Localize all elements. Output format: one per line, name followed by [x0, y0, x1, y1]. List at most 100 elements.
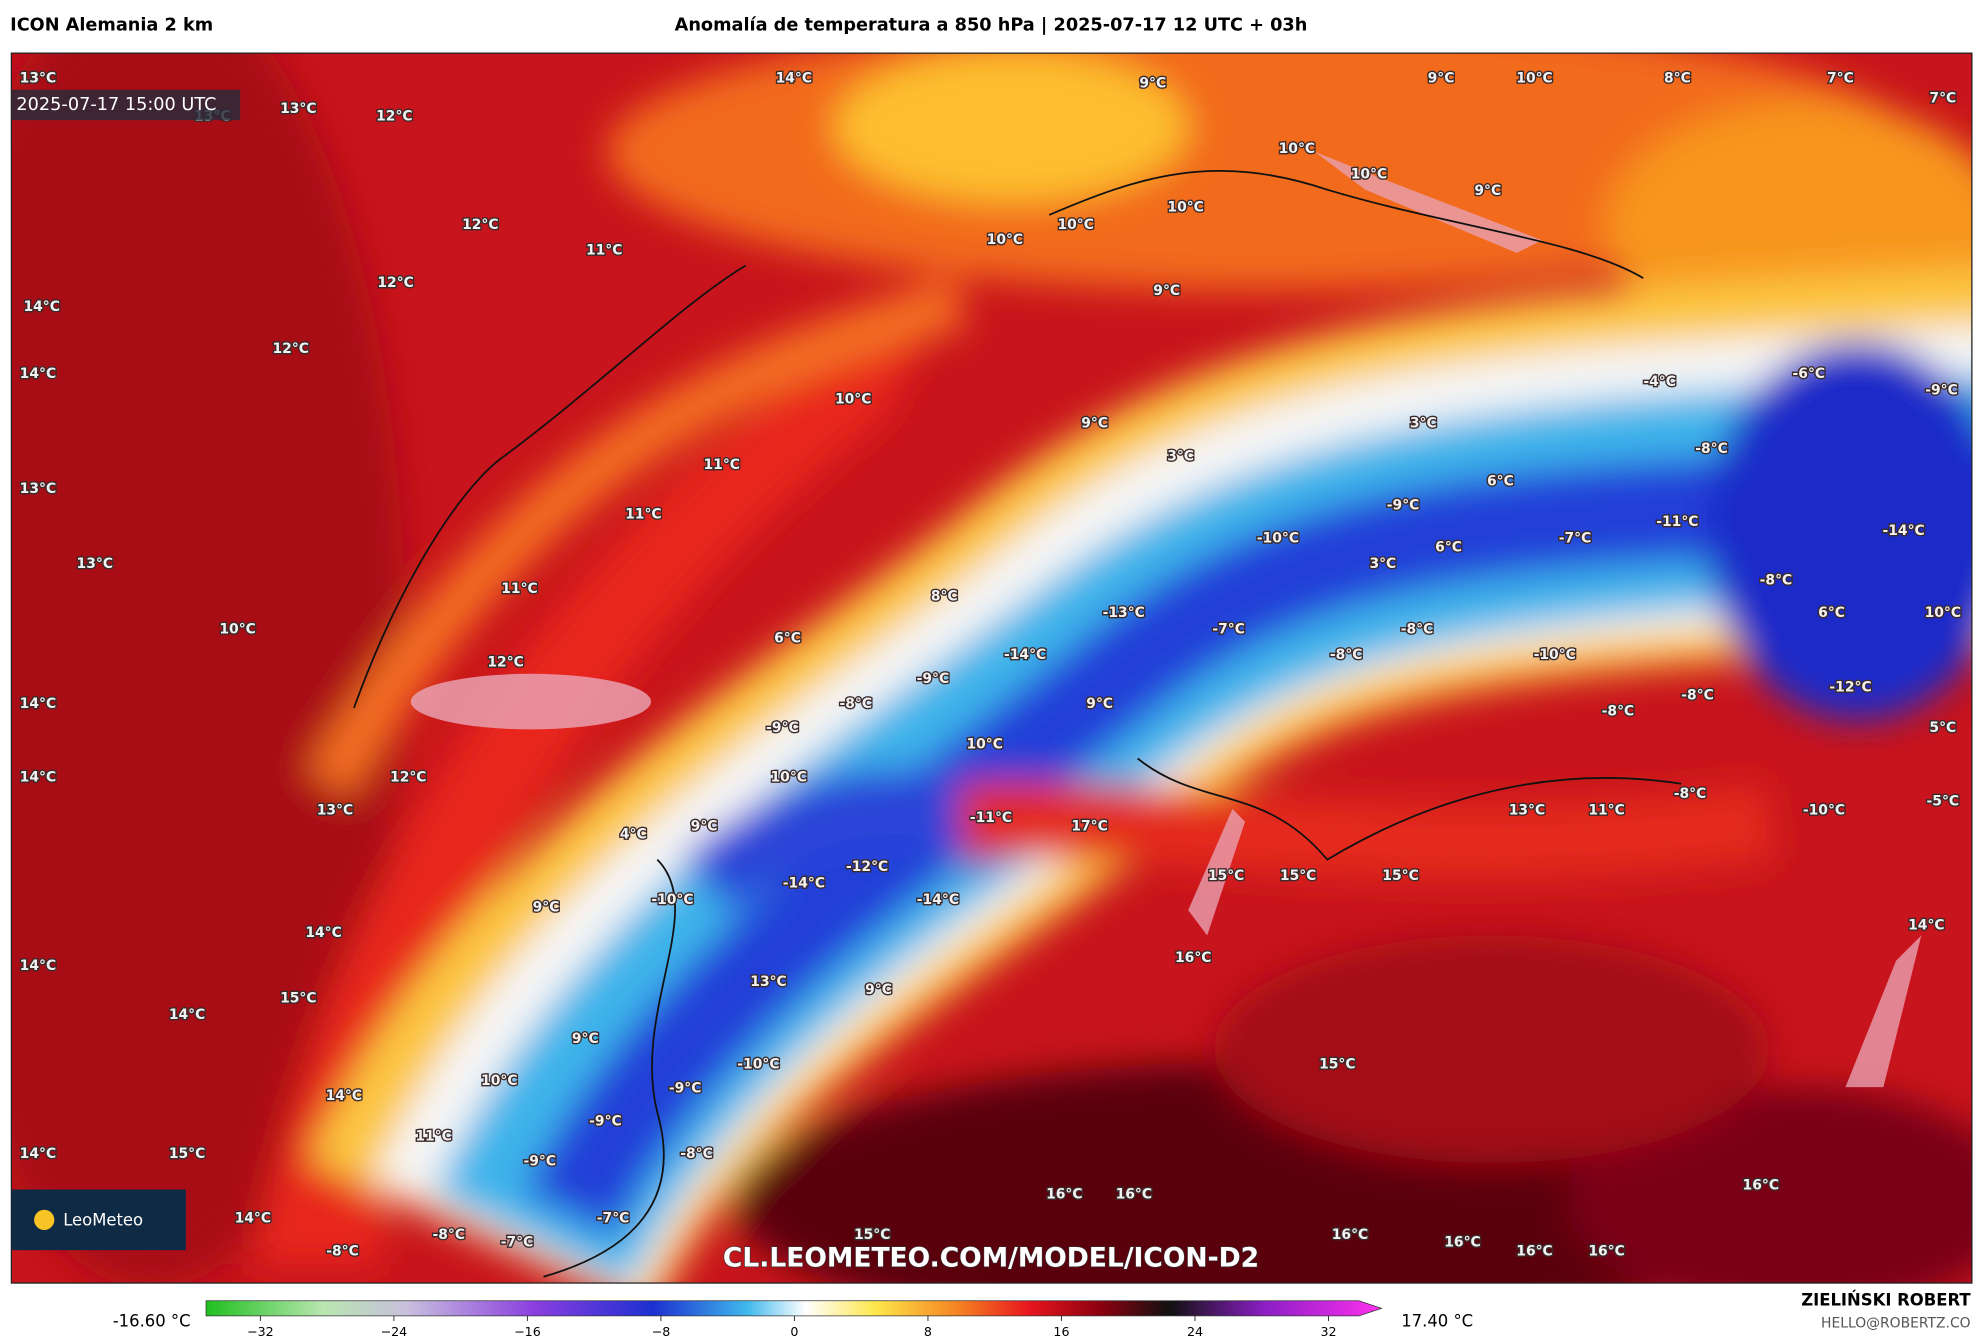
temperature-label: -7°C — [501, 1235, 534, 1251]
temperature-label: 14°C — [776, 70, 812, 86]
temperature-label: -13°C — [1103, 605, 1145, 621]
colorbar-tick-label: −32 — [247, 1324, 274, 1339]
temperature-label: 17°C — [1071, 819, 1107, 835]
colorbar-tick-label: 32 — [1320, 1324, 1336, 1339]
temperature-label: 14°C — [20, 769, 56, 785]
temperature-label: 9°C — [1139, 75, 1166, 91]
temperature-label: 7°C — [1827, 70, 1854, 86]
colorbar-bar — [205, 1300, 1383, 1317]
temperature-label: -9°C — [917, 671, 950, 687]
colorbar-min: -16.60 °C — [113, 1312, 191, 1331]
temperature-label: 15°C — [280, 991, 316, 1007]
temperature-label: 14°C — [235, 1211, 271, 1227]
temperature-label: 9°C — [1474, 183, 1501, 199]
temperature-label: 9°C — [1153, 283, 1180, 299]
temperature-label: 8°C — [931, 589, 958, 605]
temperature-label: 4°C — [620, 826, 647, 842]
temperature-label: -14°C — [1883, 523, 1925, 539]
temperature-label: -8°C — [680, 1146, 713, 1162]
temperature-label: 10°C — [966, 737, 1002, 753]
temperature-label: 14°C — [305, 925, 341, 941]
temperature-label: -14°C — [917, 892, 959, 908]
temperature-label: 10°C — [219, 622, 255, 638]
temperature-label: 12°C — [272, 341, 308, 357]
temperature-label: 10°C — [835, 391, 871, 407]
temperature-label: 11°C — [704, 457, 740, 473]
temperature-label: -8°C — [1602, 704, 1635, 720]
colorbar: -16.60 °C 17.40 °C −32 −24 −16 −8 0 8 16 24 32 — [113, 1300, 1473, 1339]
temperature-label: 12°C — [376, 108, 412, 124]
temperature-label: 5°C — [1929, 720, 1956, 736]
temperature-label: 11°C — [1588, 802, 1624, 818]
temperature-label: 13°C — [1509, 802, 1545, 818]
temperature-label: 16°C — [1175, 950, 1211, 966]
temperature-label: -8°C — [1695, 441, 1728, 457]
timestamp-box — [11, 89, 241, 121]
temperature-label: 8°C — [1664, 70, 1691, 86]
temperature-label: -9°C — [766, 720, 799, 736]
temperature-label: 12°C — [390, 769, 426, 785]
temperature-label: -14°C — [783, 876, 825, 892]
temperature-label: 10°C — [1516, 70, 1552, 86]
temperature-label: 10°C — [987, 232, 1023, 248]
temperature-label: 11°C — [586, 242, 622, 258]
temperature-label: 10°C — [1167, 199, 1203, 215]
temperature-label: -9°C — [589, 1113, 622, 1129]
colorbar-max: 17.40 °C — [1401, 1312, 1473, 1331]
temperature-label: 13°C — [280, 101, 316, 117]
temperature-label: -8°C — [326, 1243, 359, 1259]
temperature-label: 12°C — [377, 275, 413, 291]
temperature-label: -10°C — [1257, 531, 1299, 547]
colorbar-tick-label: −16 — [514, 1324, 541, 1339]
temperature-label: 13°C — [77, 556, 113, 572]
temperature-label: 14°C — [20, 958, 56, 974]
temperature-label: -14°C — [1004, 647, 1046, 663]
credit-name: ZIELIŃSKI ROBERT — [1801, 1290, 1971, 1309]
temperature-label: -7°C — [597, 1211, 630, 1227]
temperature-label: 12°C — [487, 654, 523, 670]
temperature-label: 11°C — [625, 507, 661, 523]
temperature-label: 10°C — [771, 769, 807, 785]
temperature-label: 14°C — [20, 366, 56, 382]
temperature-label: 14°C — [23, 299, 59, 315]
temperature-label: -8°C — [1401, 622, 1434, 638]
timestamp: 2025-07-17 15:00 UTC — [16, 95, 216, 115]
temperature-label: 16°C — [1046, 1187, 1082, 1203]
temperature-label: -9°C — [1387, 498, 1420, 514]
temperature-label: 14°C — [169, 1007, 205, 1023]
temperature-label: -10°C — [1534, 647, 1576, 663]
temperature-label: -7°C — [1559, 531, 1592, 547]
temperature-label: 14°C — [20, 696, 56, 712]
temperature-label: 15°C — [169, 1146, 205, 1162]
temperature-label: 10°C — [1925, 605, 1961, 621]
temperature-label: 15°C — [1208, 868, 1244, 884]
temperature-label: 6°C — [1435, 539, 1462, 555]
temperature-label: 15°C — [1280, 868, 1316, 884]
temperature-label: -11°C — [1656, 514, 1698, 530]
temperature-label: 15°C — [1382, 868, 1418, 884]
temperature-label: 13°C — [317, 802, 353, 818]
logo-sun — [34, 1209, 55, 1230]
logo-text: LeoMeteo — [63, 1211, 143, 1230]
temperature-label: 6°C — [774, 630, 801, 646]
temperature-label: -10°C — [651, 892, 693, 908]
temperature-label: 3°C — [1167, 448, 1194, 464]
temperature-label: 6°C — [1818, 605, 1845, 621]
temperature-label: 10°C — [1057, 217, 1093, 233]
colorbar-tick-label: 16 — [1053, 1324, 1069, 1339]
temperature-label: -12°C — [846, 859, 888, 875]
temperature-label: 7°C — [1929, 91, 1956, 107]
temperature-label: -9°C — [669, 1080, 702, 1096]
temperature-label: -10°C — [737, 1056, 779, 1072]
temperature-label: -11°C — [970, 810, 1012, 826]
temperature-label: 12°C — [462, 217, 498, 233]
temperature-label: 6°C — [1487, 474, 1514, 490]
temperature-label: 13°C — [20, 481, 56, 497]
temperature-label: 11°C — [415, 1128, 451, 1144]
temperature-label: 3°C — [1410, 416, 1437, 432]
temperature-label: 13°C — [20, 70, 56, 86]
temperature-label: -8°C — [432, 1227, 465, 1243]
temperature-label: -8°C — [1674, 786, 1707, 802]
